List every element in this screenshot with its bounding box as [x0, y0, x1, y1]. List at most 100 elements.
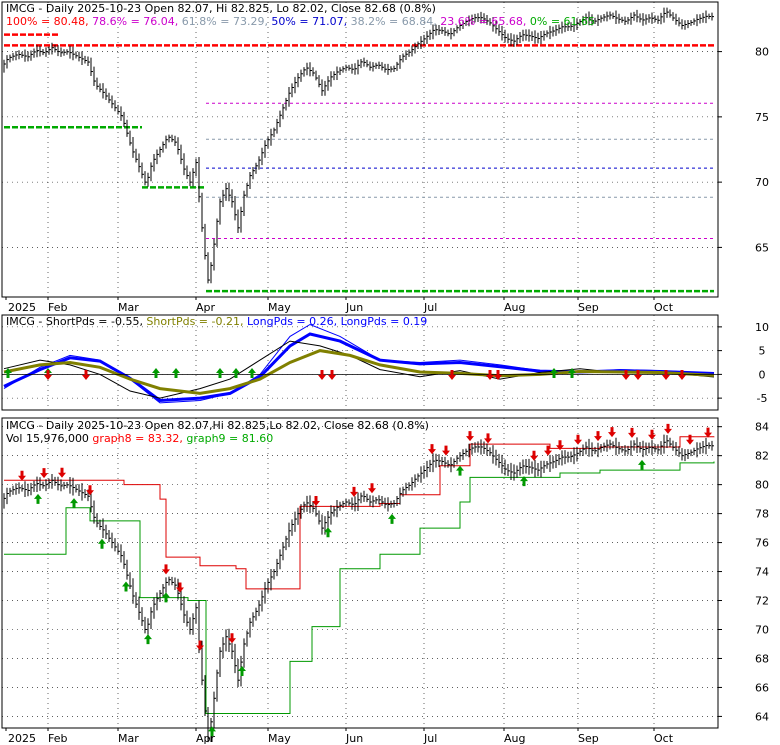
- y-tick-label: 84: [755, 421, 769, 434]
- sell-arrow: [556, 440, 564, 451]
- buy-arrow: [520, 476, 528, 487]
- sell-arrow: [162, 564, 170, 575]
- sell-arrow: [486, 370, 494, 380]
- sell-arrow: [634, 370, 642, 380]
- y-tick-label: 65: [755, 241, 769, 254]
- y-tick-label: 68: [755, 652, 769, 665]
- signal-arrows: [18, 423, 712, 737]
- sell-arrow: [368, 483, 376, 494]
- stop-panel-frame: [1, 417, 719, 729]
- y-tick-label: 72: [755, 595, 769, 608]
- shortpds-line-1: [3, 340, 715, 399]
- buy-arrow: [550, 368, 558, 378]
- sell-arrow: [678, 370, 686, 380]
- buy-arrow: [152, 368, 160, 378]
- sell-arrow: [628, 427, 636, 438]
- buy-arrow: [324, 527, 332, 538]
- y-tick-label: 66: [755, 681, 769, 694]
- stop-panel-y-axis: 64 66 68 70 72 74 76 78 80 82 84: [718, 421, 769, 723]
- price-panel-grid: [2, 2, 718, 297]
- buy-arrow: [34, 493, 42, 504]
- sell-arrow: [494, 370, 502, 380]
- buy-arrow: [238, 666, 246, 677]
- sell-arrow: [82, 370, 90, 380]
- sell-arrow: [686, 434, 694, 445]
- y-tick-label: 64: [755, 710, 769, 723]
- sell-arrow: [18, 470, 26, 481]
- shortpds-line-2: [3, 349, 715, 395]
- sell-arrow: [228, 633, 236, 644]
- stop-panel-grid: [2, 418, 718, 728]
- sell-arrow: [442, 445, 450, 456]
- sell-arrow: [484, 433, 492, 444]
- sell-arrow: [608, 427, 616, 438]
- stop-legend-item-0: Vol 15,976,000: [6, 432, 89, 445]
- sell-arrow: [704, 427, 712, 438]
- x-tick-label: Jul: [423, 301, 437, 314]
- stop-panel-legend: Vol 15,976,000 graph8 = 83.32, graph9 = …: [6, 432, 273, 445]
- x-tick-label: Aug: [504, 301, 525, 314]
- x-tick-label: Jun: [345, 301, 363, 314]
- oscillator-grid: [2, 315, 718, 410]
- x-tick-label: Sep: [578, 732, 599, 745]
- buy-arrow: [70, 498, 78, 509]
- buy-arrow: [208, 726, 216, 737]
- price-panel-frame: [1, 1, 719, 298]
- sell-arrow: [662, 370, 670, 380]
- sell-arrow: [530, 450, 538, 461]
- sell-arrow: [448, 370, 456, 380]
- y-tick-label: 78: [755, 508, 769, 521]
- sell-arrow: [350, 486, 358, 497]
- sell-arrow: [44, 370, 52, 380]
- x-tick-label: May: [268, 732, 291, 745]
- osc-legend-item-1: ShortPds = -0.21,: [143, 315, 244, 328]
- oscillator-legend: IMCG - ShortPds = -0.55, ShortPds = -0.2…: [6, 315, 427, 328]
- sell-arrow: [594, 431, 602, 442]
- x-tick-label: Aug: [504, 732, 525, 745]
- stop-panel-title: IMCG - Daily 2025-10-23 Open 82.07,Hi 82…: [6, 419, 429, 432]
- price-panel-title: IMCG - Daily 2025-10-23 Open 82.07, Hi 8…: [6, 2, 436, 15]
- sell-arrow: [328, 370, 336, 380]
- x-tick-label: Jul: [423, 732, 437, 745]
- x-tick-label: Feb: [48, 301, 67, 314]
- buy-arrow: [162, 592, 170, 603]
- y-tick-label: 10: [755, 321, 769, 334]
- buy-arrow: [248, 368, 256, 378]
- stop-panel-x-axis: 2025 Feb Mar Apr May Jun Jul Aug Sep Oct: [5, 728, 674, 745]
- fib-levels: [4, 33, 714, 293]
- fib-legend-item-5: 23.6% = 65.68,: [437, 15, 527, 28]
- y-tick-label: 82: [755, 450, 769, 463]
- fib-legend-item-4: 38.2% = 68.84,: [347, 15, 437, 28]
- y-tick-label: 5: [759, 345, 766, 358]
- sell-arrow: [466, 431, 474, 442]
- price-bars: [3, 7, 714, 284]
- osc-legend-item-3: LongPds = 0.19: [337, 315, 427, 328]
- x-tick-label: Apr: [196, 301, 216, 314]
- buy-arrow: [388, 513, 396, 524]
- y-tick-label: -5: [757, 392, 768, 405]
- x-tick-label: May: [268, 301, 291, 314]
- y-tick-label: 70: [755, 623, 769, 636]
- buy-arrow: [144, 634, 152, 645]
- sell-arrow: [622, 370, 630, 380]
- sell-arrow: [574, 434, 582, 445]
- y-tick-label: 74: [755, 566, 769, 579]
- sell-arrow: [312, 495, 320, 506]
- sell-arrow: [648, 429, 656, 440]
- x-tick-label: Jun: [345, 732, 363, 745]
- sell-arrow: [428, 444, 436, 455]
- sell-arrow: [318, 370, 326, 380]
- stop-title: IMCG - Daily 2025-10-23 Open 82.07,Hi 82…: [6, 419, 429, 432]
- x-tick-label: Oct: [654, 301, 674, 314]
- buy-arrow: [98, 538, 106, 549]
- x-tick-label: 2025: [8, 732, 36, 745]
- sell-arrow: [86, 485, 94, 496]
- stop-legend-item-2: graph9 = 81.60: [183, 432, 273, 445]
- y-tick-label: 80: [755, 46, 769, 59]
- stop-lines: [4, 436, 715, 714]
- y-tick-label: 75: [755, 111, 769, 124]
- x-tick-label: Mar: [118, 301, 139, 314]
- x-tick-label: Oct: [654, 732, 674, 745]
- buy-arrow: [638, 459, 646, 470]
